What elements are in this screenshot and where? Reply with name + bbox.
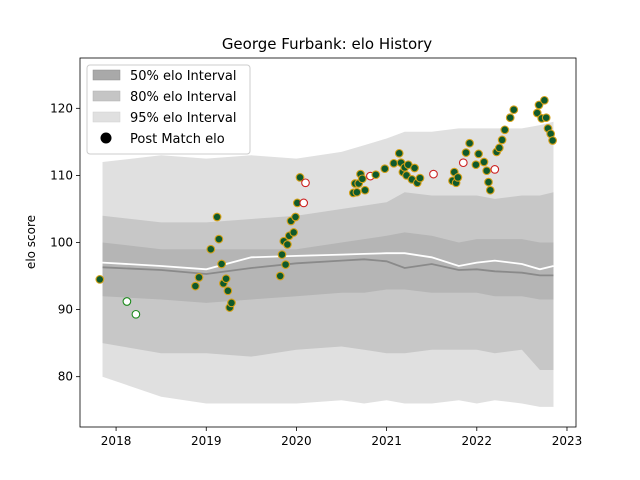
match-marker — [295, 173, 305, 182]
match-marker — [95, 275, 105, 284]
x-tick-label: 2022 — [462, 434, 493, 448]
match-marker — [281, 260, 290, 269]
match-marker — [299, 198, 309, 208]
match-marker — [283, 240, 292, 249]
match-marker — [474, 149, 483, 159]
match-marker — [410, 163, 419, 173]
match-marker — [505, 113, 515, 123]
match-marker — [541, 113, 551, 123]
mean-elo-line — [102, 252, 554, 271]
match-marker — [453, 173, 463, 182]
match-marker — [275, 271, 285, 281]
y-tick-label: 110 — [50, 168, 73, 182]
match-marker — [217, 259, 226, 269]
match-marker — [465, 138, 474, 148]
match-marker — [540, 95, 549, 105]
y-tick-label: 100 — [50, 236, 73, 250]
y-tick-label: 80 — [58, 370, 73, 384]
legend-frame — [86, 64, 251, 155]
x-tick-label: 2021 — [371, 434, 402, 448]
match-marker — [206, 244, 216, 254]
legend-label-80: 80% elo Interval — [130, 90, 237, 105]
match-marker — [500, 125, 510, 135]
legend-swatch-80 — [92, 90, 121, 102]
legend-swatch-50 — [92, 69, 121, 81]
legend-label-post-match: Post Match elo — [130, 132, 225, 147]
match-marker — [494, 143, 504, 153]
match-marker — [301, 178, 310, 188]
match-marker — [482, 166, 492, 176]
band-50-interval — [102, 232, 554, 303]
match-marker — [212, 212, 222, 222]
match-marker — [532, 108, 542, 118]
match-marker — [484, 177, 493, 187]
match-marker — [485, 185, 495, 195]
y-axis-label: elo score — [24, 215, 38, 269]
match-marker — [471, 160, 481, 170]
match-marker — [509, 105, 519, 115]
match-marker — [497, 135, 507, 145]
match-marker — [289, 228, 299, 237]
legend: 50% elo Interval 80% elo Interval 95% el… — [86, 64, 251, 155]
match-marker — [415, 173, 425, 183]
x-tick-label: 2018 — [101, 434, 132, 448]
match-marker — [214, 234, 224, 244]
match-marker — [394, 148, 404, 158]
match-marker — [360, 185, 370, 195]
plot-area — [95, 95, 557, 407]
chart-title: George Furbank: elo History — [222, 35, 432, 53]
match-marker — [458, 158, 468, 168]
match-marker — [352, 187, 362, 197]
match-marker — [490, 165, 500, 174]
match-marker — [371, 170, 381, 180]
match-marker — [534, 100, 544, 110]
match-marker — [389, 158, 399, 168]
legend-swatch-95 — [92, 111, 121, 123]
match-marker — [227, 298, 236, 308]
match-marker — [548, 136, 557, 145]
match-marker — [131, 309, 141, 319]
legend-label-50: 50% elo Interval — [130, 69, 237, 84]
median-elo-line — [102, 258, 554, 277]
y-axis: 80 90 100 110 120 — [50, 101, 80, 384]
match-marker — [191, 281, 200, 291]
x-tick-label: 2019 — [191, 434, 222, 448]
match-marker — [380, 164, 390, 174]
legend-label-95: 95% elo Interval — [130, 111, 237, 126]
x-tick-label: 2020 — [281, 434, 312, 448]
post-match-markers — [95, 95, 557, 319]
match-marker — [221, 274, 231, 284]
match-marker — [461, 148, 471, 157]
match-marker — [277, 250, 287, 259]
match-marker — [291, 212, 300, 222]
match-marker — [194, 273, 204, 282]
y-tick-label: 120 — [50, 101, 73, 115]
match-marker — [122, 297, 132, 306]
match-marker — [429, 169, 438, 179]
y-tick-label: 90 — [58, 303, 73, 317]
x-tick-label: 2023 — [552, 434, 583, 448]
legend-marker-post-match — [100, 132, 112, 144]
match-marker — [479, 157, 489, 167]
match-marker — [223, 286, 233, 296]
x-axis: 2018 2019 2020 2021 2022 2023 — [101, 427, 582, 448]
match-marker — [357, 174, 367, 184]
